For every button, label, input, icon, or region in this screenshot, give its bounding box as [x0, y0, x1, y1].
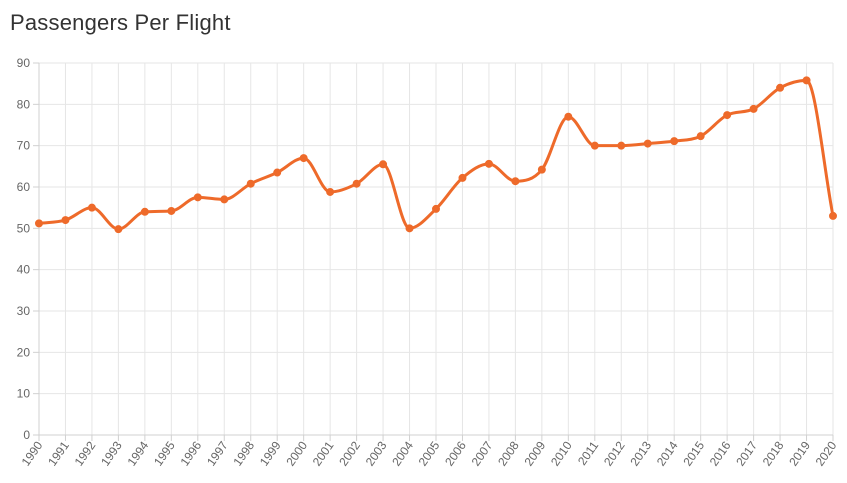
x-axis-tick-labels: 1990 1991 1992 1993 1994 1995 1996 1997 1998 1999…	[19, 438, 840, 468]
data-point	[35, 219, 43, 228]
y-tick-label: 0	[23, 428, 30, 442]
data-point	[802, 76, 811, 85]
chart-axes	[38, 63, 833, 436]
x-tick-label: 2008	[495, 438, 522, 468]
y-tick-label: 40	[17, 263, 31, 277]
data-point	[749, 104, 758, 113]
y-tick-label: 60	[17, 180, 31, 194]
x-tick-label: 2012	[601, 438, 628, 468]
data-point	[273, 168, 282, 177]
x-tick-label: 2003	[363, 438, 390, 468]
y-axis-tick-labels: 0 10 20 30 40 50 60 70 80 90	[17, 56, 31, 442]
x-tick-label: 1997	[204, 438, 231, 468]
x-tick-label: 1995	[151, 438, 178, 468]
x-tick-label: 1999	[257, 438, 284, 468]
x-tick-label: 2017	[733, 438, 760, 468]
data-point	[537, 165, 546, 174]
y-tick-label: 30	[17, 304, 31, 318]
x-tick-label: 1991	[45, 438, 72, 468]
data-point	[484, 159, 493, 168]
chart-grid	[33, 62, 834, 441]
x-tick-label: 2016	[707, 438, 734, 468]
data-point	[511, 177, 520, 186]
data-point	[617, 141, 626, 150]
x-tick-label: 1992	[72, 438, 99, 468]
x-tick-label: 2011	[575, 438, 601, 467]
x-tick-label: 2000	[283, 438, 310, 468]
x-tick-label: 2005	[416, 438, 443, 468]
x-tick-label: 2020	[813, 438, 840, 468]
chart-title: Passengers Per Flight	[10, 10, 231, 35]
data-point	[326, 187, 335, 196]
data-point	[405, 224, 414, 233]
data-point	[61, 216, 70, 225]
y-tick-label: 10	[17, 387, 31, 401]
series-points-layer	[35, 76, 837, 234]
x-tick-label: 2013	[627, 438, 654, 468]
data-point	[829, 211, 837, 220]
x-tick-label: 2015	[680, 438, 707, 468]
y-tick-label: 50	[17, 221, 31, 235]
data-point	[167, 206, 176, 215]
x-tick-label: 2006	[442, 438, 469, 468]
data-point	[432, 204, 440, 213]
data-point	[670, 137, 679, 146]
x-tick-label: 2010	[548, 438, 575, 468]
x-tick-label: 1994	[125, 438, 152, 468]
x-tick-label: 2004	[389, 438, 416, 468]
data-point	[564, 112, 573, 121]
data-point	[299, 154, 308, 163]
y-tick-label: 70	[17, 139, 31, 153]
data-point	[723, 111, 732, 120]
data-point	[352, 179, 361, 188]
y-tick-label: 80	[17, 97, 31, 111]
y-tick-label: 20	[17, 345, 31, 359]
data-point	[193, 193, 202, 202]
data-point	[87, 203, 96, 212]
data-point	[590, 141, 599, 150]
x-tick-label: 2019	[786, 438, 813, 468]
x-tick-label: 2002	[336, 438, 363, 468]
data-point	[140, 207, 149, 216]
y-tick-label: 90	[17, 56, 31, 70]
x-tick-label: 2009	[522, 438, 549, 468]
x-tick-label: 1990	[19, 438, 46, 468]
data-point	[696, 132, 705, 141]
x-tick-label: 1996	[177, 438, 204, 468]
x-tick-label: 2007	[469, 438, 496, 468]
data-point	[246, 179, 255, 188]
data-point	[220, 195, 229, 204]
x-tick-label: 2001	[310, 438, 337, 468]
data-point	[379, 160, 388, 169]
x-tick-label: 2014	[654, 438, 681, 468]
x-tick-label: 1993	[98, 438, 125, 468]
x-tick-label: 1998	[230, 438, 257, 468]
x-tick-label: 2018	[760, 438, 787, 468]
data-point	[458, 173, 467, 182]
data-point	[776, 83, 785, 92]
data-point	[643, 139, 652, 148]
data-point	[114, 225, 123, 234]
